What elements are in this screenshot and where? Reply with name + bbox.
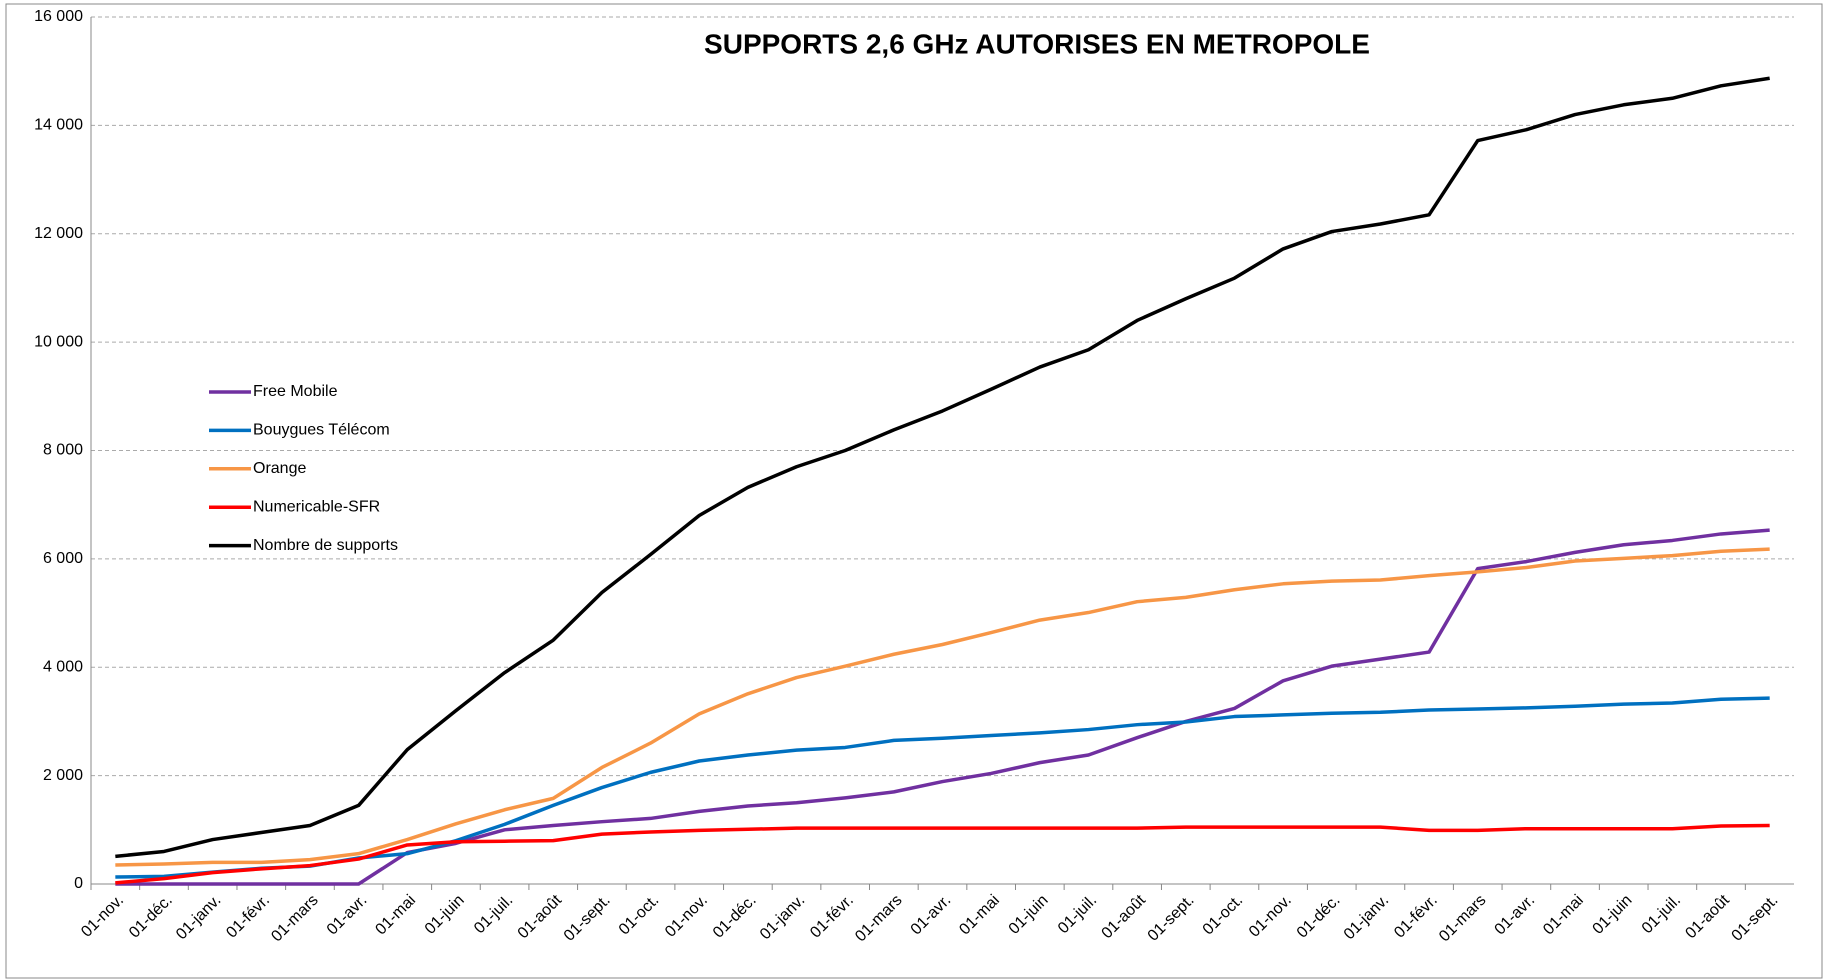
legend-label: Nombre de supports [253,537,398,554]
legend-label: Numericable-SFR [253,498,380,515]
legend-label: Bouygues Télécom [253,422,390,439]
series-line [115,696,1770,879]
y-tick-label: 4 000 [43,658,83,675]
y-tick-label: 14 000 [34,117,83,134]
series-line [115,528,1770,886]
y-tick-label: 6 000 [43,550,83,567]
chart-title: SUPPORTS 2,6 GHz AUTORISES EN METROPOLE [704,28,1370,59]
y-tick-label: 2 000 [43,767,83,784]
legend-label: Orange [253,460,306,477]
y-tick-label: 0 [74,875,83,892]
series-line [115,547,1770,867]
y-tick-label: 16 000 [34,8,83,25]
chart-border [5,3,1823,979]
y-tick-label: 10 000 [34,333,83,350]
series-line [115,76,1770,859]
legend-label: Free Mobile [253,383,338,400]
y-tick-label: 8 000 [43,442,83,459]
series-line [115,823,1770,885]
y-tick-label: 12 000 [34,225,83,242]
